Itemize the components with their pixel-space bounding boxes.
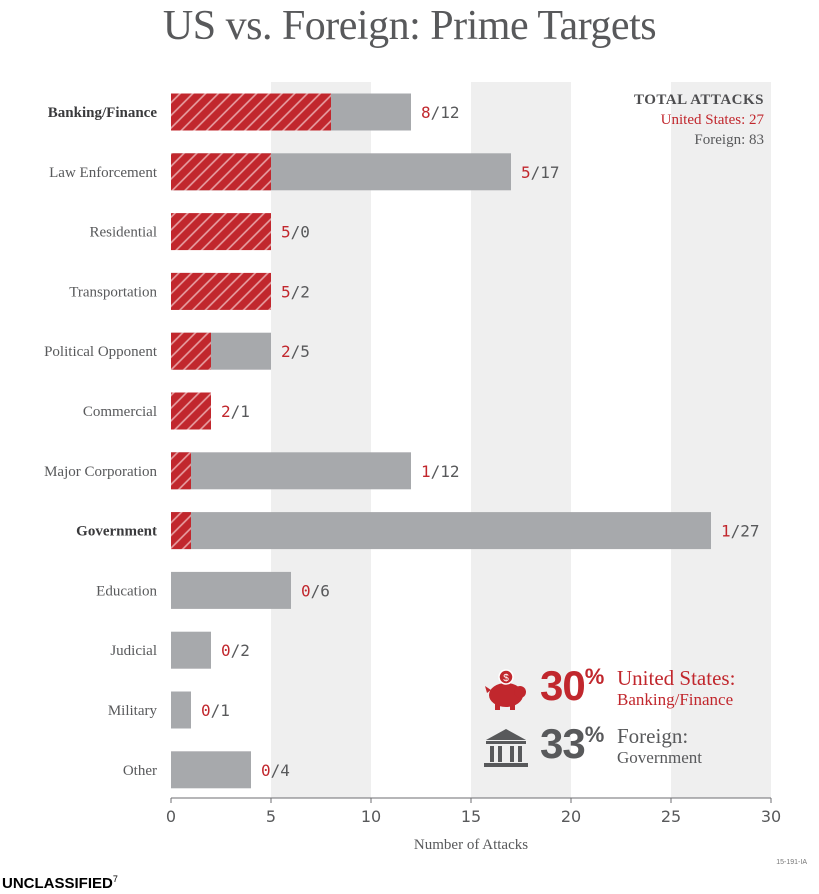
- chart-title: US vs. Foreign: Prime Targets: [162, 3, 657, 49]
- value-label: 5/2: [281, 282, 310, 301]
- category-label: Military: [108, 703, 158, 719]
- value-label: 0/1: [201, 701, 230, 720]
- category-label: Transportation: [69, 284, 157, 300]
- foreign-stat-label: Foreign:: [617, 724, 689, 748]
- bar-foreign: [171, 691, 191, 729]
- foreign-stat-sublabel: Government: [617, 748, 702, 767]
- svg-text:$: $: [503, 673, 509, 684]
- category-label: Commercial: [83, 404, 157, 420]
- bar-us: [171, 93, 331, 131]
- category-label: Government: [76, 524, 157, 540]
- x-tick-label: 25: [661, 807, 681, 826]
- legend-foreign-total: Foreign: 83: [694, 132, 764, 148]
- legend-header: TOTAL ATTACKS: [633, 92, 764, 108]
- value-label: 2/5: [281, 342, 310, 361]
- legend: TOTAL ATTACKS United States: 27 Foreign:…: [634, 90, 764, 150]
- bar-foreign: [171, 631, 211, 669]
- bar-foreign: [171, 512, 711, 550]
- value-label: 1/12: [421, 462, 460, 481]
- footnote-number: 7: [112, 874, 118, 884]
- value-label: 0/6: [301, 581, 330, 600]
- classification-text: UNCLASSIFIED: [2, 875, 113, 892]
- grid-band: [471, 82, 571, 798]
- government-building-icon: [484, 729, 528, 767]
- bar-foreign: [171, 452, 411, 490]
- value-label: 5/17: [521, 163, 560, 182]
- bar-us: [171, 332, 211, 370]
- value-label: 0/4: [261, 761, 290, 780]
- bar-foreign: [171, 571, 291, 609]
- grid-band: [271, 82, 371, 798]
- value-label: 5/0: [281, 223, 310, 242]
- x-tick-label: 0: [166, 807, 176, 826]
- us-stat-label: United States:: [617, 666, 736, 690]
- us-stat-sublabel: Banking/Finance: [617, 690, 734, 709]
- foreign-percent-sign: %: [584, 722, 605, 747]
- category-label: Law Enforcement: [49, 165, 158, 181]
- value-label: 8/12: [421, 103, 460, 122]
- x-axis-title: Number of Attacks: [414, 837, 528, 853]
- us-percent-sign: %: [584, 664, 605, 689]
- value-label: 1/27: [721, 522, 760, 541]
- category-label: Political Opponent: [44, 344, 158, 360]
- foreign-percent: 33: [540, 720, 586, 767]
- legend-us-total: United States: 27: [660, 112, 764, 128]
- category-label: Residential: [90, 225, 158, 241]
- value-label: 2/1: [221, 402, 250, 421]
- x-tick-label: 20: [561, 807, 581, 826]
- bar-us: [171, 452, 191, 490]
- category-label: Other: [123, 763, 157, 779]
- x-tick-label: 30: [761, 807, 781, 826]
- x-tick-label: 10: [361, 807, 381, 826]
- category-label: Banking/Finance: [48, 105, 158, 121]
- category-label: Judicial: [110, 643, 157, 659]
- category-label: Education: [96, 583, 157, 599]
- document-code: 15-191-IA: [776, 859, 807, 866]
- grid-band: [671, 82, 771, 798]
- x-tick-label: 15: [461, 807, 481, 826]
- bar-us: [171, 512, 191, 550]
- x-tick-label: 5: [266, 807, 276, 826]
- bar-us: [171, 213, 271, 251]
- bar-us: [171, 272, 271, 310]
- category-label: Major Corporation: [44, 464, 157, 480]
- piggy-bank-icon: $: [485, 669, 526, 710]
- value-label: 0/2: [221, 641, 250, 660]
- bar-foreign: [171, 751, 251, 789]
- us-percent: 30: [540, 662, 586, 709]
- bar-us: [171, 392, 211, 430]
- classification-marking: UNCLASSIFIED7: [2, 874, 118, 892]
- bar-us: [171, 153, 271, 191]
